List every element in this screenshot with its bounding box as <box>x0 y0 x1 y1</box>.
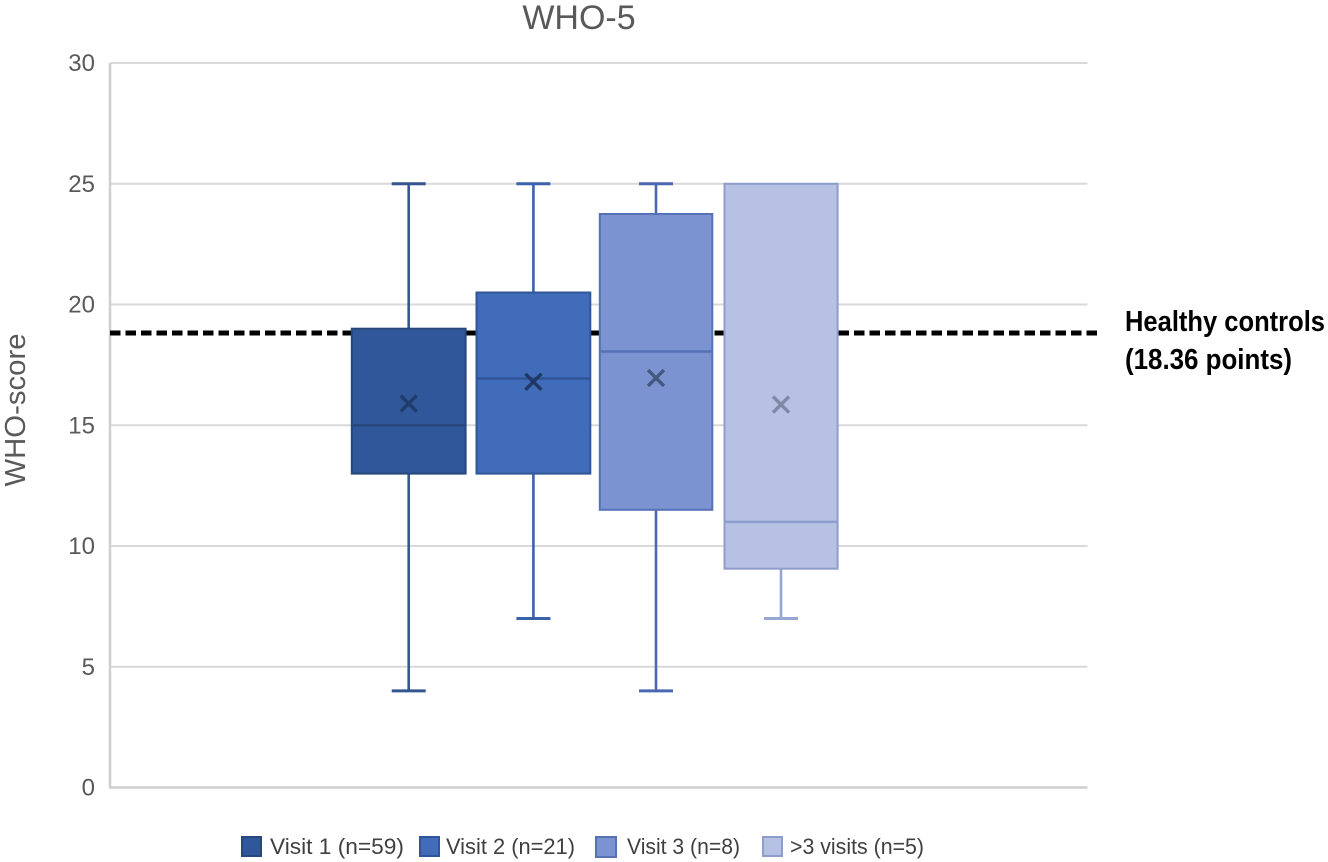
svg-text:15: 15 <box>68 412 95 439</box>
svg-text:Healthy controls: Healthy controls <box>1125 306 1325 338</box>
svg-text:25: 25 <box>68 171 95 198</box>
svg-text:10: 10 <box>68 533 95 560</box>
svg-text:5: 5 <box>82 654 95 681</box>
svg-text:Visit 2 (n=21): Visit 2 (n=21) <box>446 834 575 859</box>
svg-text:WHO-score: WHO-score <box>0 334 32 487</box>
svg-text:Visit 3 (n=8): Visit 3 (n=8) <box>627 834 740 859</box>
svg-text:30: 30 <box>68 50 95 77</box>
svg-text:20: 20 <box>68 292 95 319</box>
svg-text:Visit 1 (n=59): Visit 1 (n=59) <box>270 834 404 859</box>
svg-text:WHO-5: WHO-5 <box>522 0 635 37</box>
svg-text:(18.36 points): (18.36 points) <box>1125 344 1292 376</box>
svg-text:>3 visits (n=5): >3 visits (n=5) <box>790 834 924 859</box>
svg-text:0: 0 <box>82 775 95 802</box>
